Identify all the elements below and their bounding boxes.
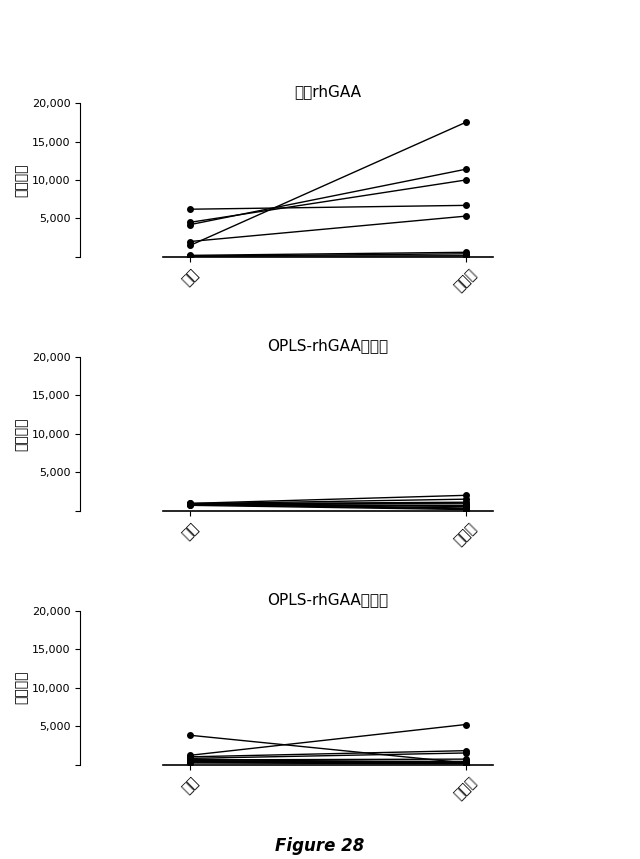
Text: Figure 28: Figure 28 [275, 837, 365, 855]
Title: OPLS-rhGAA　一緒: OPLS-rhGAA 一緒 [268, 338, 388, 353]
Y-axis label: 希釈倍率: 希釈倍率 [15, 417, 29, 450]
Title: 遊離rhGAA: 遊離rhGAA [294, 84, 362, 99]
Y-axis label: 希釈倍率: 希釈倍率 [15, 671, 29, 704]
Y-axis label: 希釈倍率: 希釈倍率 [15, 163, 29, 197]
Title: OPLS-rhGAA　別々: OPLS-rhGAA 別々 [268, 592, 388, 606]
